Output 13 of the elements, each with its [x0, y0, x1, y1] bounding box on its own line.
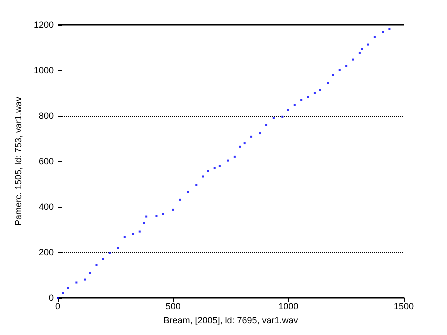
y-axis-title: Pamerc. 1505, ld: 753, var1.wav: [14, 96, 24, 226]
x-axis-title: Bream, [2005], ld: 7695, var1.wav: [164, 315, 299, 326]
x-tick-label: 0: [55, 302, 61, 312]
x-tick-label: 1500: [394, 302, 414, 312]
y-tick-label: 0: [48, 293, 54, 303]
x-tick-label: 500: [166, 302, 181, 312]
y-tick-label: 1000: [34, 66, 54, 76]
y-tick-label: 200: [38, 248, 54, 258]
y-tick-label: 800: [38, 111, 54, 121]
y-tick-label: 600: [38, 156, 54, 166]
y-tick-label: 1200: [34, 20, 54, 30]
y-tick-label: 400: [38, 202, 54, 212]
x-tick-label: 1000: [278, 302, 299, 312]
